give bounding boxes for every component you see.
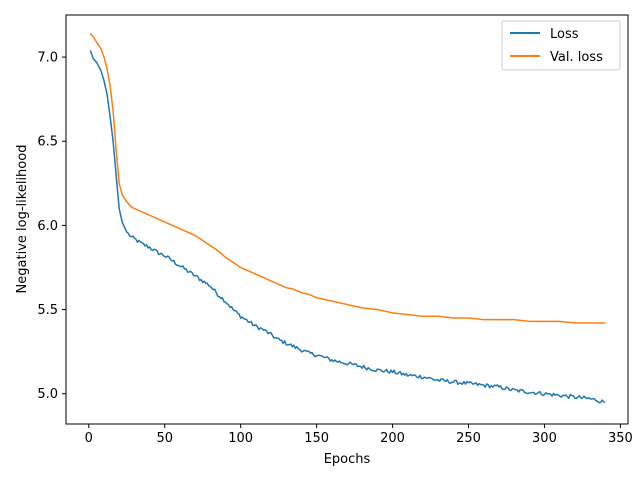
- plot-frame: [65, 14, 629, 425]
- y-axis-label: Negative log-likelihood: [15, 145, 30, 294]
- legend-label-loss: Loss: [550, 27, 579, 42]
- y-tick-label: 6.5: [37, 135, 58, 150]
- legend: Loss Val. loss: [501, 20, 621, 71]
- x-tick-label: 350: [608, 431, 633, 446]
- y-tick-label: 5.5: [37, 303, 58, 318]
- x-tick-label: 0: [85, 431, 93, 446]
- x-tick-label: 200: [380, 431, 405, 446]
- x-tick-label: 100: [228, 431, 253, 446]
- x-tick-label: 50: [156, 431, 173, 446]
- series-layer: [89, 33, 606, 404]
- x-tick-label: 250: [456, 431, 481, 446]
- y-tick-label: 5.0: [37, 387, 58, 402]
- legend-label-val-loss: Val. loss: [550, 50, 603, 65]
- x-tick-label: 150: [304, 431, 329, 446]
- y-tick-label: 6.0: [37, 219, 58, 234]
- series-line-1: [89, 33, 606, 324]
- y-ticks: 5.0 5.5 6.0 6.5 7.0: [37, 51, 66, 402]
- series-line-0: [89, 50, 606, 404]
- x-ticks: 0 50 100 150 200 250 300 350: [85, 424, 633, 446]
- x-tick-label: 300: [532, 431, 557, 446]
- x-axis-label: Epochs: [324, 452, 371, 467]
- y-tick-label: 7.0: [37, 51, 58, 66]
